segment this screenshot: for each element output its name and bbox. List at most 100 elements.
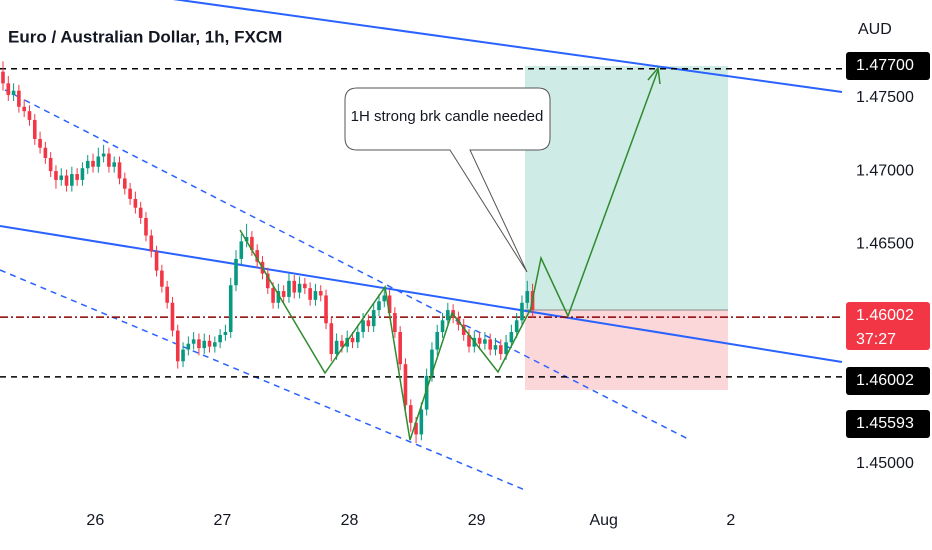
callout — [344, 87, 551, 273]
candle-body — [514, 320, 519, 333]
forecast-line — [529, 69, 659, 318]
candle-body — [398, 332, 402, 365]
candle-body — [207, 340, 212, 347]
candle-body — [403, 364, 408, 406]
candle-body — [271, 288, 275, 303]
close-label: 1.46002 — [856, 372, 914, 389]
candle-body — [387, 295, 392, 314]
candle-body — [213, 342, 217, 347]
candle-body — [170, 302, 175, 331]
candle-body — [520, 302, 524, 321]
candle-body — [303, 283, 307, 289]
candle-body — [6, 83, 11, 96]
candle-body — [361, 320, 365, 333]
candle-body — [197, 339, 201, 349]
loss-zone — [525, 310, 728, 390]
x-tick-label: 26 — [86, 512, 104, 529]
y-tick-label: 1.45000 — [856, 455, 914, 472]
candle-body — [334, 340, 339, 354]
candle-body — [419, 409, 424, 435]
candle-body — [85, 160, 90, 169]
candle-body — [329, 323, 334, 354]
candle-body — [440, 320, 445, 333]
candle-body — [292, 280, 297, 293]
x-tick-label: 27 — [214, 512, 232, 529]
chart-title: Euro / Australian Dollar, 1h, FXCM — [8, 27, 282, 46]
channel-line — [4, 89, 691, 441]
candle-body — [424, 375, 429, 410]
price-label-box — [846, 52, 930, 80]
candle-body — [175, 330, 180, 362]
candle-body — [276, 291, 281, 303]
candle-body — [96, 156, 101, 167]
candle-body — [1, 71, 5, 84]
price-label-box — [846, 302, 930, 350]
candle-body — [504, 342, 508, 354]
trend-line — [0, 225, 843, 363]
candle-body — [371, 310, 376, 327]
candle-body — [488, 339, 492, 350]
candle-body — [117, 162, 122, 179]
candle-body — [324, 295, 328, 324]
candle-body — [149, 235, 154, 252]
candle-body — [112, 162, 117, 167]
candle-body — [297, 283, 302, 293]
channel-line — [0, 269, 526, 491]
candle-body — [202, 340, 207, 349]
candle-body — [414, 422, 418, 435]
trend-line — [172, 0, 843, 93]
candle-body — [128, 188, 132, 199]
profit-zone — [525, 66, 728, 310]
candle-body — [64, 175, 69, 186]
candle-body — [75, 174, 79, 180]
candle-body — [430, 349, 434, 376]
annotation: 1H strong brk candle needed — [351, 108, 544, 125]
candle-body — [101, 153, 106, 157]
candle-body — [165, 286, 169, 303]
candle-body — [59, 175, 64, 180]
candle-body — [38, 138, 42, 148]
candle-body — [32, 119, 37, 139]
candle-body — [244, 236, 249, 242]
candle-body — [366, 320, 371, 327]
candle-body — [493, 345, 498, 350]
candle-body — [356, 332, 360, 343]
candle-body — [265, 273, 270, 289]
candle-body — [133, 198, 138, 208]
y-axis-label: AUD — [858, 21, 892, 38]
candle-body — [250, 236, 254, 251]
candle-body — [154, 251, 159, 271]
candle-body — [91, 160, 95, 167]
candle-body — [138, 207, 143, 218]
candle-body — [308, 288, 312, 300]
y-tick-label: 1.47500 — [856, 89, 914, 106]
pattern-line — [239, 229, 531, 441]
candle-body — [186, 343, 191, 350]
candle-body — [525, 291, 530, 303]
candle-body — [70, 174, 74, 186]
candle-body — [382, 295, 387, 302]
candle-body — [27, 111, 32, 120]
candle-body — [509, 332, 514, 343]
price-label-box — [846, 367, 930, 395]
x-tick-label: 29 — [468, 512, 486, 529]
y-tick-label: 1.46500 — [856, 235, 914, 252]
candle-body — [483, 339, 487, 344]
candle-body — [191, 339, 196, 344]
forecast-arrow — [647, 66, 661, 85]
axes: 1.47500 1.47000 1.46500 1.45000 26 27 28 29 Aug 2… — [86, 52, 930, 529]
candle-body — [122, 178, 127, 189]
candle-body — [11, 90, 16, 96]
candle-body — [234, 258, 238, 286]
candle-body — [107, 153, 111, 167]
candle-body — [408, 405, 413, 423]
x-tick-label: 28 — [341, 512, 359, 529]
candle-body — [255, 250, 259, 262]
countdown: 37:27 — [856, 331, 896, 348]
candle-body — [223, 332, 228, 335]
candle-body — [287, 280, 291, 297]
price-label: 1.45593 — [856, 415, 914, 432]
candle-body — [377, 301, 381, 311]
candle-body — [446, 310, 450, 321]
